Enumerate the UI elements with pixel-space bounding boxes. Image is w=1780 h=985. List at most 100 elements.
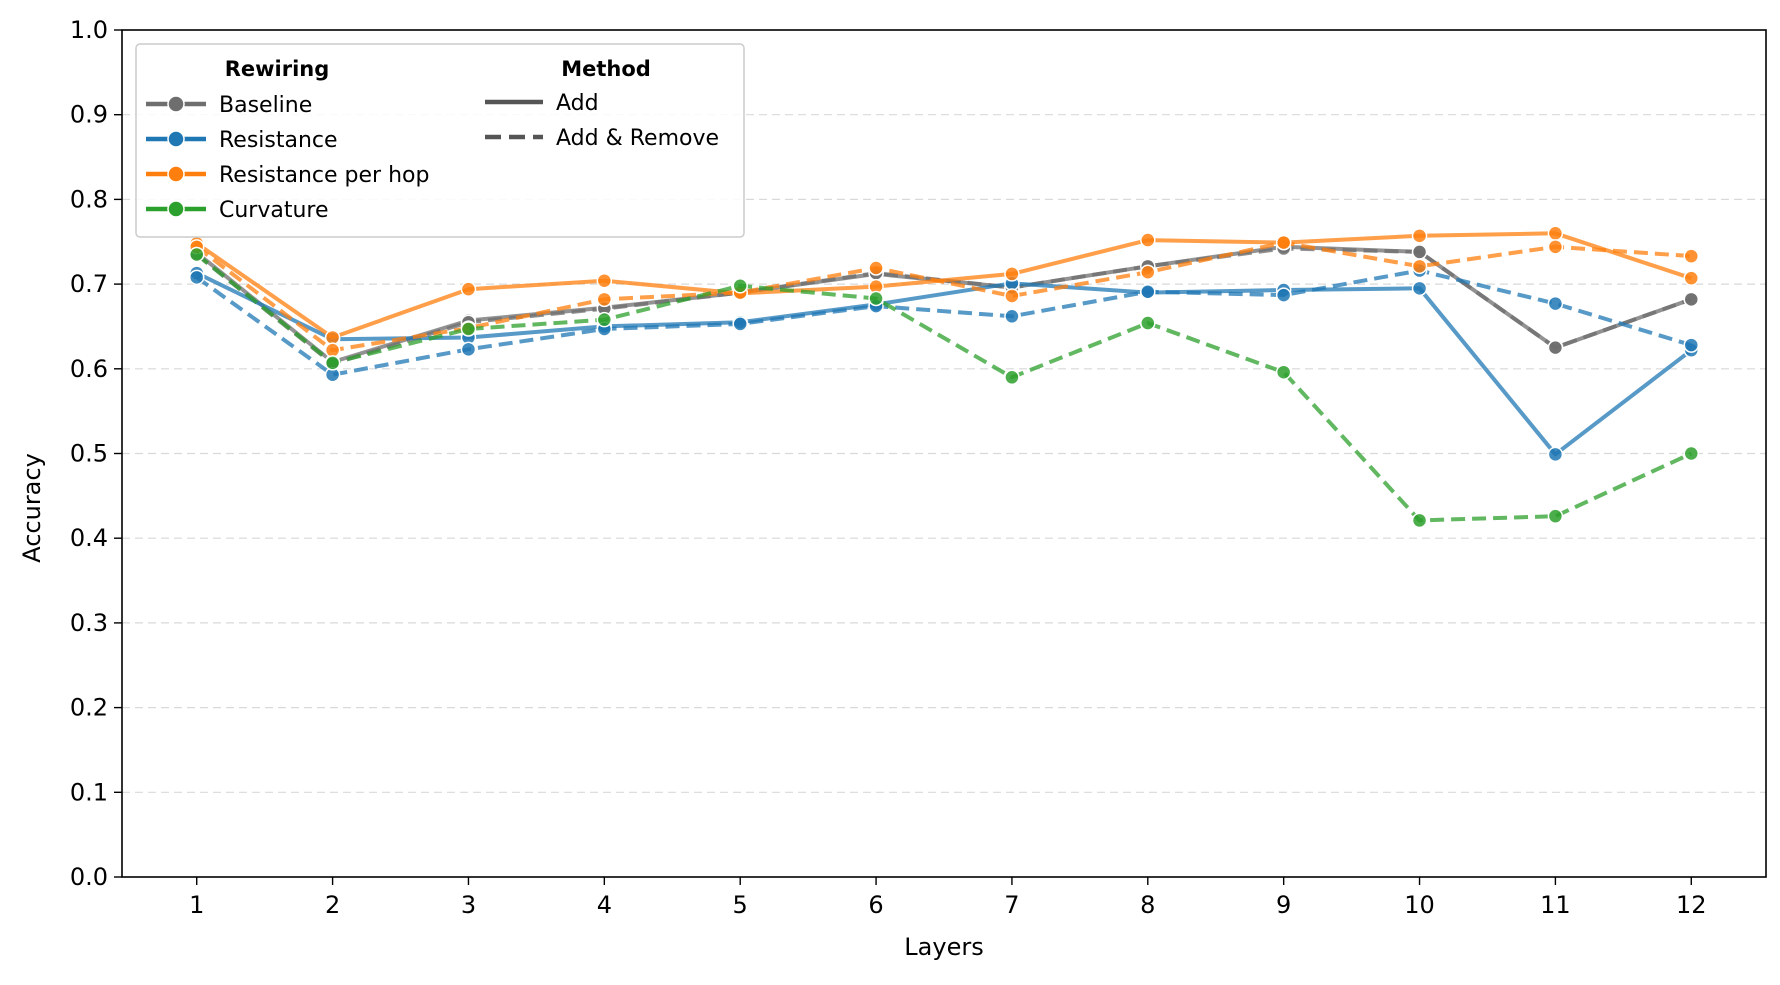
data-point [1140, 264, 1156, 280]
x-tick-label: 3 [461, 891, 476, 919]
y-tick-label: 0.8 [70, 185, 108, 213]
data-point [596, 272, 613, 289]
data-point [1683, 445, 1700, 462]
gridlines [122, 114, 1766, 793]
series-line [195, 252, 1693, 523]
data-point [596, 291, 613, 308]
data-point [868, 290, 884, 307]
x-tick-label: 6 [868, 891, 883, 919]
data-point [1140, 283, 1156, 300]
x-tick-label: 11 [1540, 891, 1571, 919]
data-point [1004, 288, 1020, 304]
data-point [1547, 295, 1564, 312]
legend-label: Resistance per hop [219, 163, 429, 188]
data-point [460, 341, 477, 358]
data-point [1275, 234, 1292, 251]
legend-label: Add & Remove [556, 126, 719, 151]
data-point [1004, 308, 1020, 325]
legend-frame [135, 43, 745, 238]
series-line [195, 240, 1692, 353]
legend-marker [167, 95, 185, 113]
y-tick-label: 0.5 [70, 440, 108, 468]
data-point [1547, 239, 1564, 255]
legend-label: Curvature [219, 198, 329, 223]
series [188, 246, 1700, 529]
x-axis-label: Layers [904, 933, 983, 961]
y-tick-label: 0.7 [70, 270, 108, 298]
data-point [324, 355, 341, 371]
data-point [732, 278, 748, 294]
legend-marker [167, 200, 185, 218]
legend-label: Add [556, 91, 599, 116]
legend-method-entries: Add Add & Remove [485, 91, 719, 151]
data-point [188, 246, 205, 263]
y-tick-label: 1.0 [70, 16, 108, 44]
y-tick-label: 0.9 [70, 101, 108, 129]
y-tick-label: 0.3 [70, 609, 108, 637]
data-point [1547, 508, 1564, 524]
data-point [1683, 337, 1700, 353]
data-point [324, 329, 341, 346]
legend-rewiring-title: Rewiring [225, 57, 330, 81]
data-point [1547, 446, 1564, 463]
y-tick-label: 0.6 [70, 355, 108, 383]
data-point [1683, 248, 1700, 264]
y-axis-label: Accuracy [18, 453, 46, 563]
data-point [1547, 339, 1564, 356]
legend: Rewiring Method Baseline Resistance Resist… [135, 43, 745, 238]
x-tick-label: 12 [1676, 891, 1707, 919]
x-tick-label: 1 [189, 891, 204, 919]
data-point [1411, 244, 1428, 260]
data-point [1683, 270, 1700, 286]
x-tick-label: 5 [733, 891, 748, 919]
legend-method-item: Add [485, 91, 599, 116]
data-point [460, 321, 477, 337]
legend-rewiring-item: Curvature [146, 198, 329, 223]
data-point [1411, 512, 1428, 529]
data-point [1140, 232, 1156, 248]
x-tick-label: 7 [1004, 891, 1019, 919]
data-point [1547, 225, 1564, 242]
legend-label: Resistance [219, 128, 338, 153]
x-tick-label: 8 [1140, 891, 1155, 919]
x-tick-label: 2 [325, 891, 340, 919]
y-tick-label: 0.4 [70, 524, 108, 552]
data-point [1683, 291, 1700, 308]
legend-method-item: Add & Remove [485, 126, 719, 151]
data-point [1275, 287, 1292, 303]
data-point [732, 316, 748, 332]
data-point [1411, 228, 1428, 244]
x-tick-label: 4 [597, 891, 612, 919]
y-tick-label: 0.0 [70, 863, 108, 891]
legend-rewiring-item: Resistance [146, 128, 338, 153]
legend-rewiring-item: Resistance per hop [146, 163, 429, 188]
series-line [195, 271, 1693, 457]
data-point [188, 269, 205, 286]
data-point [1411, 280, 1428, 297]
x-tick-label: 10 [1404, 891, 1435, 919]
data-point [1275, 364, 1292, 380]
axes: 1 2 3 4 5 6 7 8 9 10 11 120.00.10.20.30.40.50.60.70… [70, 16, 1767, 919]
x-tick-label: 9 [1276, 891, 1291, 919]
data-point [1004, 369, 1020, 386]
data-point [596, 311, 613, 328]
series [188, 225, 1700, 346]
y-tick-label: 0.1 [70, 778, 108, 806]
data-point [868, 260, 884, 276]
data-point [1004, 266, 1020, 282]
legend-marker [167, 130, 185, 148]
series [188, 265, 1700, 463]
y-tick-label: 0.2 [70, 694, 108, 722]
data-point [324, 342, 341, 358]
series-layer [188, 225, 1700, 529]
data-point [1411, 258, 1428, 275]
legend-rewiring-entries: Baseline Resistance Resistance per hop Curv… [146, 93, 429, 223]
data-point [1140, 315, 1156, 331]
series-line [195, 268, 1692, 377]
legend-label: Baseline [219, 93, 312, 118]
legend-method-title: Method [561, 57, 651, 81]
data-point [460, 281, 477, 297]
legend-rewiring-item: Baseline [146, 93, 312, 118]
